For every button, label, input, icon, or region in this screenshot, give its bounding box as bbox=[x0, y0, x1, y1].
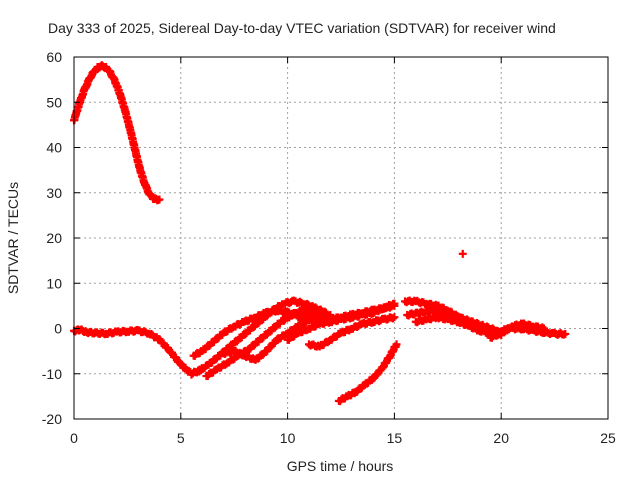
series-mid-track-6 bbox=[304, 313, 399, 351]
data-point bbox=[392, 340, 401, 349]
y-tick-label: 50 bbox=[46, 94, 62, 110]
data-point bbox=[390, 301, 399, 310]
y-tick-label: 60 bbox=[46, 49, 62, 65]
y-tick-label: 30 bbox=[46, 185, 62, 201]
grid-layer bbox=[74, 57, 608, 419]
marks-layer bbox=[70, 61, 570, 406]
chart-title: Day 333 of 2025, Sidereal Day-to-day VTE… bbox=[48, 20, 556, 36]
data-point bbox=[561, 329, 570, 338]
x-tick-label: 25 bbox=[600, 430, 616, 446]
y-tick-label: 0 bbox=[54, 321, 62, 337]
data-point bbox=[390, 313, 399, 322]
series-outlier bbox=[458, 249, 467, 258]
data-point bbox=[458, 249, 467, 258]
y-tick-label: -10 bbox=[42, 366, 62, 382]
y-tick-label: 10 bbox=[46, 275, 62, 291]
series-dip-track bbox=[334, 340, 401, 406]
x-tick-label: 5 bbox=[177, 430, 185, 446]
y-tick-label: -20 bbox=[42, 411, 62, 427]
ticks-layer: 0 5 10 15 20 25 -20 -10 0 10 20 30 40 50 60 bbox=[42, 49, 616, 446]
x-tick-label: 15 bbox=[387, 430, 403, 446]
y-axis-label: SDTVAR / TECUs bbox=[5, 182, 21, 294]
x-tick-label: 0 bbox=[70, 430, 78, 446]
series-late-track-4 bbox=[486, 319, 548, 342]
series-early-peak bbox=[70, 61, 164, 205]
data-point bbox=[538, 323, 547, 332]
series-baseline bbox=[70, 325, 207, 379]
x-tick-label: 10 bbox=[280, 430, 296, 446]
y-tick-label: 40 bbox=[46, 140, 62, 156]
data-point bbox=[155, 195, 164, 204]
y-tick-label: 20 bbox=[46, 230, 62, 246]
x-axis-label: GPS time / hours bbox=[287, 458, 394, 474]
series-mid-track-7 bbox=[294, 301, 399, 327]
data-point bbox=[539, 324, 548, 333]
data-point bbox=[388, 314, 397, 323]
x-tick-label: 20 bbox=[493, 430, 509, 446]
